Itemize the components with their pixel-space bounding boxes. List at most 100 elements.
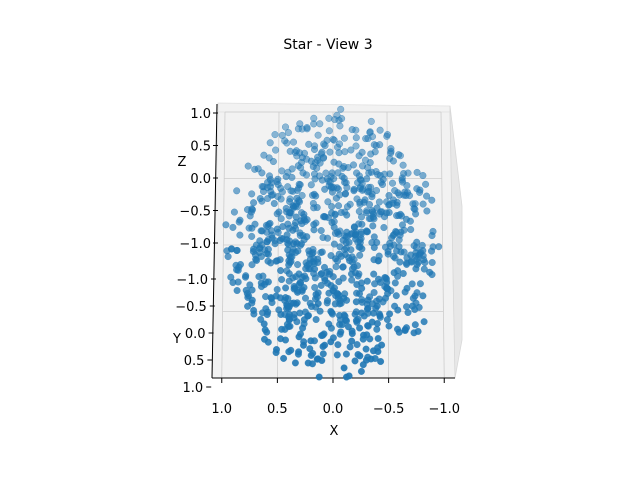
- scatter-point: [276, 256, 284, 264]
- scatter-point: [222, 221, 230, 229]
- scatter-point: [291, 359, 299, 367]
- scatter-point: [277, 267, 285, 275]
- scatter-point: [311, 274, 319, 282]
- x-tick-label: 0.5: [267, 402, 288, 417]
- scatter-point: [402, 303, 411, 311]
- scatter-point: [256, 237, 264, 245]
- scatter-point: [307, 337, 315, 345]
- scatter-point: [332, 194, 341, 202]
- scatter-point: [286, 209, 294, 217]
- scatter-point: [373, 302, 381, 310]
- scatter-point: [261, 326, 269, 334]
- scatter-point: [348, 330, 356, 338]
- scatter-point: [348, 126, 356, 134]
- scatter-point: [248, 190, 256, 198]
- scatter-point: [422, 180, 430, 188]
- scatter-point: [314, 131, 322, 139]
- scatter-point: [391, 279, 399, 287]
- scatter-point: [402, 215, 410, 223]
- scatter-point: [253, 256, 261, 264]
- scatter-point: [411, 321, 419, 329]
- scatter-point: [353, 169, 361, 177]
- scatter-point: [318, 176, 326, 184]
- scatter-point: [399, 269, 407, 278]
- scatter-point: [368, 168, 376, 176]
- x-axis-label: X: [330, 424, 339, 439]
- scatter-point: [347, 146, 355, 154]
- scatter-point: [243, 289, 251, 298]
- scatter-point: [334, 341, 342, 349]
- scatter-point: [403, 181, 411, 190]
- scatter-point: [229, 223, 237, 231]
- z-tick-label: 0.0: [190, 172, 211, 187]
- scatter-point: [399, 161, 407, 169]
- scatter-point: [319, 342, 327, 351]
- scatter-point: [343, 211, 351, 219]
- scatter-point: [362, 135, 370, 143]
- scatter-point: [282, 284, 290, 292]
- side-pane: [449, 105, 463, 379]
- y-tick-label: 0.0: [185, 327, 206, 342]
- scatter-point: [350, 263, 358, 271]
- scatter-point: [318, 356, 326, 365]
- scatter-point: [274, 175, 282, 183]
- scatter-point: [385, 191, 393, 200]
- scatter-point: [331, 300, 339, 308]
- scatter-point: [403, 188, 412, 197]
- scatter-point: [369, 309, 378, 317]
- scatter-point: [376, 126, 384, 134]
- scatter-point: [361, 196, 369, 204]
- x-tick-label: 1.0: [211, 402, 232, 417]
- scatter-point: [288, 165, 296, 173]
- scatter-point: [319, 350, 327, 358]
- scatter-point: [286, 147, 294, 155]
- scatter-point: [420, 265, 428, 273]
- scatter-point: [307, 181, 315, 189]
- scatter-point: [236, 231, 244, 239]
- scatter-point: [266, 139, 274, 147]
- scatter-point: [386, 310, 394, 318]
- scatter-point: [428, 196, 436, 204]
- scatter-point: [255, 273, 263, 281]
- scatter-point: [352, 134, 360, 142]
- scatter-point: [296, 309, 304, 317]
- z-tick-label: −0.5: [179, 205, 211, 220]
- scatter-point: [271, 240, 279, 248]
- scatter-point: [236, 216, 244, 224]
- scatter-point: [271, 131, 279, 139]
- scatter-point: [294, 125, 302, 133]
- scatter-point: [358, 284, 366, 292]
- scatter-point: [340, 294, 348, 302]
- scatter-point: [412, 252, 420, 260]
- scatter-point: [302, 265, 310, 273]
- scatter-point: [255, 249, 264, 257]
- scatter-point: [325, 289, 333, 297]
- scatter-point: [388, 179, 397, 187]
- scatter-point: [325, 114, 333, 122]
- scatter-point: [364, 304, 372, 312]
- scatter-point: [295, 180, 303, 188]
- scatter-point: [368, 318, 376, 326]
- scatter-point: [419, 200, 427, 208]
- scatter-point: [312, 192, 320, 200]
- scatter-point: [384, 247, 392, 256]
- z-tick-label: −1.0: [179, 237, 211, 252]
- z-tick-label: 1.0: [190, 107, 211, 122]
- scatter-point: [250, 245, 258, 253]
- scatter-point: [328, 219, 336, 227]
- scatter-point: [285, 316, 293, 324]
- scatter-point: [382, 209, 391, 217]
- scatter-point: [284, 129, 292, 137]
- scatter-point: [318, 148, 326, 156]
- scatter-point: [260, 320, 268, 328]
- scatter-point: [264, 257, 272, 265]
- scatter-point: [307, 351, 315, 359]
- scatter-point: [371, 148, 379, 156]
- scatter-point: [341, 189, 349, 198]
- scatter-point: [336, 243, 344, 251]
- scatter-point: [404, 308, 412, 317]
- scatter-point: [395, 328, 403, 336]
- scatter-point: [373, 204, 381, 212]
- scatter-point: [290, 240, 298, 248]
- scatter-point: [244, 162, 252, 170]
